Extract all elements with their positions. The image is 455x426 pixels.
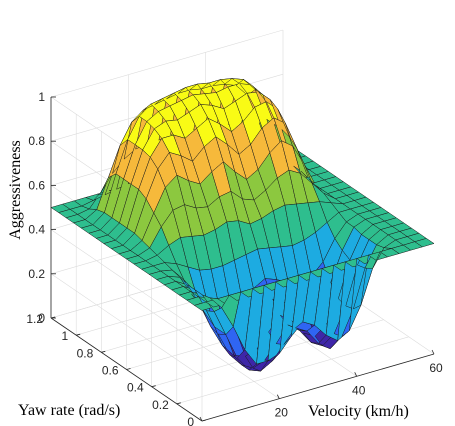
- x-axis-line: [201, 353, 435, 422]
- y-tick-mark: [76, 333, 81, 336]
- x-tick-mark: [276, 394, 280, 399]
- z-tick-label: 0.6: [28, 178, 45, 192]
- grid-line: [50, 229, 203, 333]
- z-tick-label: 1: [38, 90, 45, 104]
- y-tick-label: 0.4: [127, 381, 144, 395]
- y-tick-mark: [126, 368, 131, 370]
- y-tick-label: 0.6: [102, 364, 119, 378]
- x-tick-label: 60: [429, 361, 443, 375]
- y-tick-label: 0.2: [152, 398, 169, 412]
- x-tick-mark: [199, 416, 203, 422]
- grid-line: [50, 29, 284, 98]
- surface-facet: [414, 238, 435, 248]
- z-tick-label: 0: [38, 311, 45, 325]
- grid-line: [50, 273, 203, 378]
- y-tick-mark: [201, 419, 207, 422]
- y-tick-label: 0.8: [77, 346, 94, 360]
- x-tick-label: 40: [352, 383, 366, 397]
- y-tick-label: 0: [187, 415, 194, 426]
- y-tick-label: 1: [62, 329, 69, 343]
- x-axis-label: Velocity (km/h): [308, 403, 409, 420]
- labels-layer: Aggressiveness Yaw rate (rad/s) Velocity…: [7, 140, 409, 420]
- y-tick-mark: [176, 402, 181, 405]
- z-tick-label: 0.2: [28, 267, 45, 281]
- x-tick-mark: [431, 349, 435, 355]
- y-tick-mark: [151, 385, 156, 388]
- z-tick-label: 0.4: [28, 223, 45, 237]
- z-tick-label: 0.8: [28, 134, 45, 148]
- grid-line: [176, 336, 409, 405]
- y-tick-mark: [101, 350, 106, 353]
- y-tick-label: 1.2: [26, 312, 43, 326]
- surface-layer: [50, 78, 435, 372]
- z-axis-label: Aggressiveness: [7, 140, 24, 240]
- x-tick-label: 20: [275, 406, 289, 420]
- x-tick-mark: [354, 372, 358, 377]
- y-axis-label: Yaw rate (rad/s): [18, 402, 120, 419]
